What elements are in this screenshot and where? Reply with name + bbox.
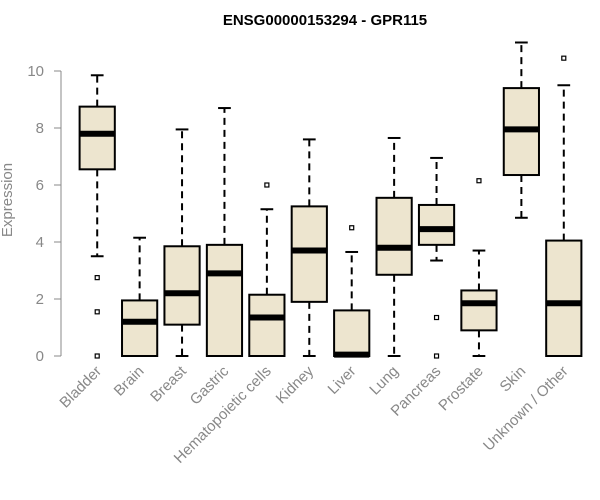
box-5	[290, 138, 328, 357]
box-2	[163, 128, 201, 357]
y-axis-label: Expression	[0, 163, 16, 237]
outlier-8-0	[433, 314, 440, 321]
outlier-9-0	[476, 178, 482, 184]
box-7	[375, 136, 413, 357]
box-rect-7	[375, 196, 413, 276]
x-tick-label-10: Skin	[497, 363, 530, 396]
box-8	[417, 156, 456, 359]
outlier-0-0	[94, 275, 100, 281]
x-tick-label-1: Brain	[111, 363, 148, 400]
chart-title: ENSG00000153294 - GPR115	[223, 12, 427, 29]
box-9	[460, 178, 498, 357]
box-10	[502, 41, 540, 219]
x-tick-label-7: Lung	[366, 363, 402, 399]
outlier-11-0	[561, 55, 567, 61]
y-tick-label-2: 4	[36, 234, 44, 251]
box-11	[545, 55, 583, 357]
box-3	[205, 107, 244, 358]
y-tick-label-5: 10	[27, 63, 44, 80]
box-rect-1	[121, 299, 159, 357]
box-rect-11	[545, 239, 583, 357]
x-tick-label-0: Bladder	[56, 363, 105, 412]
y-tick-label-0: 0	[36, 348, 44, 365]
outlier-0-1	[94, 309, 100, 315]
box-rect-3	[205, 243, 244, 358]
x-tick-label-9: Prostate	[435, 363, 487, 415]
box-rect-0	[78, 105, 116, 171]
boxes-group	[78, 41, 583, 359]
outlier-6-0	[349, 225, 355, 231]
outlier-8-1	[433, 353, 440, 359]
outlier-4-0	[264, 182, 270, 188]
box-1	[121, 236, 159, 357]
box-0	[78, 74, 116, 359]
y-tick-label-4: 8	[36, 120, 44, 137]
box-rect-4	[248, 293, 286, 358]
box-rect-6	[333, 309, 371, 357]
x-tick-label-2: Breast	[147, 362, 190, 405]
y-tick-label-3: 6	[36, 177, 44, 194]
box-rect-8	[417, 203, 456, 246]
y-axis: 0 2 4 6 8 10	[27, 63, 62, 365]
box-rect-9	[460, 289, 498, 332]
y-tick-label-1: 2	[36, 291, 44, 308]
outlier-0-2	[94, 353, 100, 359]
box-6	[333, 225, 371, 358]
x-tick-label-5: Kidney	[273, 362, 318, 407]
x-tick-label-6: Liver	[325, 363, 360, 398]
box-4	[248, 182, 286, 358]
box-rect-2	[163, 245, 201, 326]
box-rect-5	[290, 205, 328, 303]
